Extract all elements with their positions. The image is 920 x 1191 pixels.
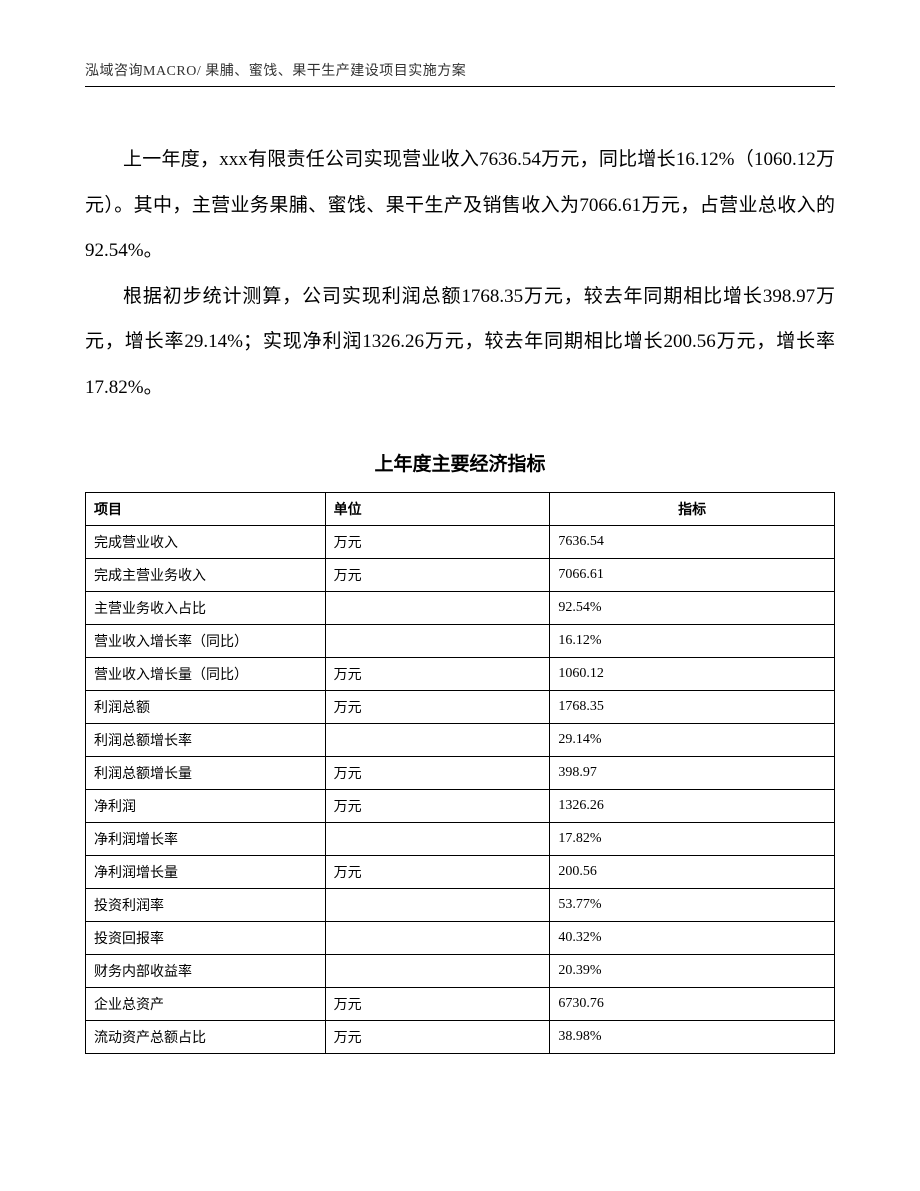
cell-indicator: 398.97 [550,756,835,789]
table-title: 上年度主要经济指标 [85,449,835,476]
table-header-row: 项目 单位 指标 [86,492,835,525]
table-row: 完成主营业务收入 万元 7066.61 [86,558,835,591]
table-row: 投资利润率 53.77% [86,888,835,921]
col-header-unit: 单位 [325,492,550,525]
cell-project: 完成营业收入 [86,525,326,558]
cell-indicator: 29.14% [550,723,835,756]
table-row: 利润总额增长率 29.14% [86,723,835,756]
cell-unit [325,888,550,921]
cell-indicator: 1326.26 [550,789,835,822]
cell-unit: 万元 [325,789,550,822]
cell-project: 利润总额增长率 [86,723,326,756]
cell-unit: 万元 [325,987,550,1020]
cell-unit [325,723,550,756]
cell-unit: 万元 [325,657,550,690]
cell-project: 企业总资产 [86,987,326,1020]
table-row: 净利润增长量 万元 200.56 [86,855,835,888]
cell-indicator: 92.54% [550,591,835,624]
cell-indicator: 1768.35 [550,690,835,723]
cell-unit: 万元 [325,1020,550,1053]
col-header-project: 项目 [86,492,326,525]
cell-indicator: 7066.61 [550,558,835,591]
table-row: 利润总额增长量 万元 398.97 [86,756,835,789]
cell-project: 财务内部收益率 [86,954,326,987]
cell-unit [325,624,550,657]
cell-unit: 万元 [325,756,550,789]
cell-unit: 万元 [325,558,550,591]
cell-indicator: 40.32% [550,921,835,954]
table-row: 净利润增长率 17.82% [86,822,835,855]
table-row: 财务内部收益率 20.39% [86,954,835,987]
cell-project: 投资回报率 [86,921,326,954]
table-row: 净利润 万元 1326.26 [86,789,835,822]
col-header-indicator: 指标 [550,492,835,525]
cell-project: 利润总额增长量 [86,756,326,789]
table-row: 投资回报率 40.32% [86,921,835,954]
cell-project: 净利润增长量 [86,855,326,888]
table-row: 营业收入增长率（同比） 16.12% [86,624,835,657]
body-text: 上一年度，xxx有限责任公司实现营业收入7636.54万元，同比增长16.12%… [85,137,835,411]
cell-indicator: 16.12% [550,624,835,657]
cell-unit: 万元 [325,690,550,723]
cell-unit: 万元 [325,525,550,558]
cell-project: 净利润增长率 [86,822,326,855]
cell-unit [325,921,550,954]
cell-indicator: 200.56 [550,855,835,888]
document-page: 泓域咨询MACRO/ 果脯、蜜饯、果干生产建设项目实施方案 上一年度，xxx有限… [0,0,920,1191]
economic-indicators-table: 项目 单位 指标 完成营业收入 万元 7636.54 完成主营业务收入 万元 7… [85,492,835,1054]
cell-unit: 万元 [325,855,550,888]
paragraph-2: 根据初步统计测算，公司实现利润总额1768.35万元，较去年同期相比增长398.… [85,274,835,411]
cell-indicator: 17.82% [550,822,835,855]
cell-indicator: 38.98% [550,1020,835,1053]
table-row: 利润总额 万元 1768.35 [86,690,835,723]
table-row: 营业收入增长量（同比） 万元 1060.12 [86,657,835,690]
table-row: 主营业务收入占比 92.54% [86,591,835,624]
cell-project: 营业收入增长量（同比） [86,657,326,690]
header-rule [85,86,835,87]
page-header: 泓域咨询MACRO/ 果脯、蜜饯、果干生产建设项目实施方案 [85,60,835,80]
cell-project: 流动资产总额占比 [86,1020,326,1053]
cell-project: 营业收入增长率（同比） [86,624,326,657]
cell-project: 投资利润率 [86,888,326,921]
table-row: 流动资产总额占比 万元 38.98% [86,1020,835,1053]
cell-project: 完成主营业务收入 [86,558,326,591]
table-body: 完成营业收入 万元 7636.54 完成主营业务收入 万元 7066.61 主营… [86,525,835,1053]
paragraph-1: 上一年度，xxx有限责任公司实现营业收入7636.54万元，同比增长16.12%… [85,137,835,274]
cell-project: 利润总额 [86,690,326,723]
table-row: 完成营业收入 万元 7636.54 [86,525,835,558]
cell-project: 主营业务收入占比 [86,591,326,624]
cell-indicator: 1060.12 [550,657,835,690]
cell-indicator: 7636.54 [550,525,835,558]
cell-indicator: 6730.76 [550,987,835,1020]
table-row: 企业总资产 万元 6730.76 [86,987,835,1020]
cell-unit [325,954,550,987]
cell-unit [325,822,550,855]
cell-project: 净利润 [86,789,326,822]
cell-indicator: 20.39% [550,954,835,987]
cell-indicator: 53.77% [550,888,835,921]
cell-unit [325,591,550,624]
